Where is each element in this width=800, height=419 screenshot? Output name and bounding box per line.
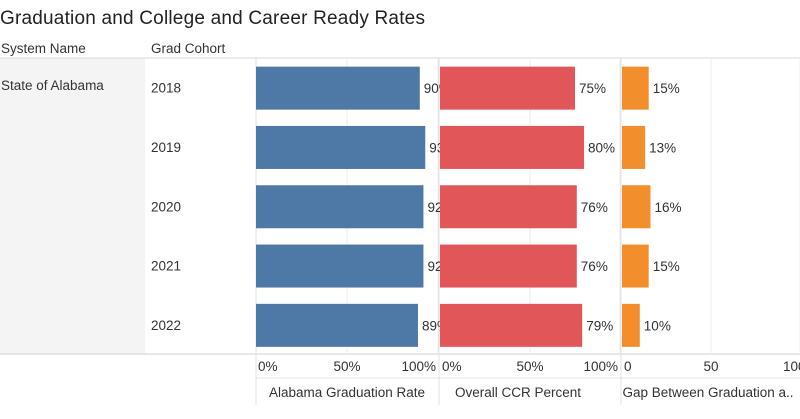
cohort-label-2018: 2018 xyxy=(151,81,181,96)
chart-title: Graduation and College and Career Ready … xyxy=(0,8,426,29)
bar-0-2018 xyxy=(256,66,420,110)
bar-2-2018 xyxy=(622,66,649,110)
bar-1-2018 xyxy=(440,66,575,110)
axis-title-1: Overall CCR Percent xyxy=(455,385,581,400)
tick-label-0-2: 100% xyxy=(401,359,436,374)
tick-label-1-2: 100% xyxy=(583,359,618,374)
cohort-label-2022: 2022 xyxy=(151,318,181,333)
bar-1-2022 xyxy=(440,303,583,347)
header-system-name[interactable]: System Name xyxy=(1,41,86,56)
data-label-2-2020: 16% xyxy=(654,200,681,215)
header-grad-cohort[interactable]: Grad Cohort xyxy=(151,41,226,56)
data-label-1-2020: 76% xyxy=(581,200,608,215)
cohort-label-2021: 2021 xyxy=(151,259,181,274)
bar-0-2021 xyxy=(256,244,424,288)
data-label-1-2018: 75% xyxy=(579,81,606,96)
bar-2-2020 xyxy=(622,185,651,229)
bar-2-2019 xyxy=(622,125,646,169)
cohort-label-2020: 2020 xyxy=(151,199,181,214)
axis-title-2: Gap Between Graduation a.. xyxy=(622,385,793,400)
tick-label-0-1: 50% xyxy=(333,359,360,374)
tick-label-2-1: 50 xyxy=(703,359,718,374)
bar-0-2020 xyxy=(256,185,424,229)
data-label-1-2021: 76% xyxy=(581,259,608,274)
tick-label-1-0: 0% xyxy=(442,359,462,374)
bar-0-2019 xyxy=(256,125,426,169)
data-label-2-2018: 15% xyxy=(653,81,680,96)
data-label-1-2022: 79% xyxy=(586,318,613,333)
bar-1-2020 xyxy=(440,185,577,229)
bar-1-2021 xyxy=(440,244,577,288)
data-label-1-2019: 80% xyxy=(588,140,615,155)
bar-0-2022 xyxy=(256,303,418,347)
tick-label-0-0: 0% xyxy=(258,359,278,374)
cohort-label-2019: 2019 xyxy=(151,140,181,155)
system-row-panel xyxy=(0,58,145,354)
tick-label-2-0: 0 xyxy=(624,359,632,374)
bar-2-2021 xyxy=(622,244,649,288)
bar-1-2019 xyxy=(440,125,584,169)
system-label[interactable]: State of Alabama xyxy=(1,78,104,93)
tick-label-1-1: 50% xyxy=(516,359,543,374)
axis-title-0: Alabama Graduation Rate xyxy=(269,385,425,400)
data-label-2-2022: 10% xyxy=(644,318,671,333)
bar-2-2022 xyxy=(622,303,640,347)
tick-label-2-2: 100 xyxy=(783,359,800,374)
data-label-2-2019: 13% xyxy=(649,140,676,155)
data-label-2-2021: 15% xyxy=(653,259,680,274)
